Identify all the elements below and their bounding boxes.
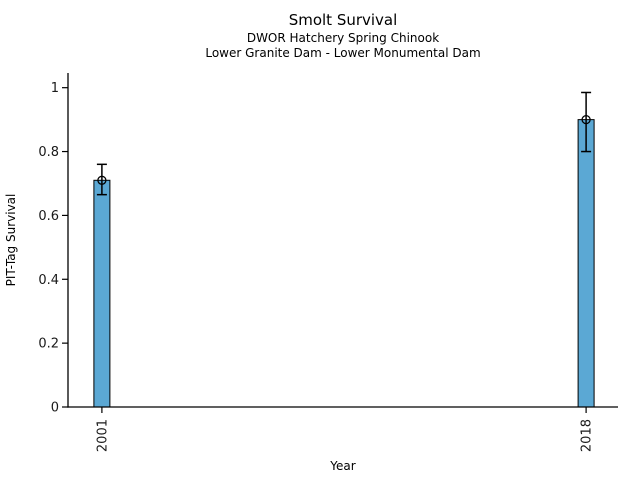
point-marker-2018	[581, 114, 591, 125]
y-tick-label-0.2: 0.2	[38, 337, 59, 352]
x-tick-label-2001: 2001	[95, 419, 110, 452]
x-tick-label-2018: 2018	[580, 419, 595, 452]
x-axis-label: Year	[330, 459, 356, 473]
chart-subtitle-2: Lower Granite Dam - Lower Monumental Dam	[205, 46, 481, 60]
bar-2001	[93, 179, 111, 408]
y-tick-label-0.6: 0.6	[38, 209, 59, 224]
y-tick-label-0: 0	[51, 401, 59, 416]
y-tick-label-1: 1	[51, 81, 59, 96]
chart-title: Smolt Survival	[288, 11, 398, 29]
point-marker-2001	[97, 175, 107, 185]
chart-subtitle-1: DWOR Hatchery Spring Chinook	[246, 31, 440, 45]
y-axis-label: PIT-Tag Survival	[4, 193, 18, 287]
bar-2018	[577, 119, 595, 408]
y-tick-label-0.8: 0.8	[38, 145, 59, 160]
y-tick-label-0.4: 0.4	[38, 273, 59, 288]
